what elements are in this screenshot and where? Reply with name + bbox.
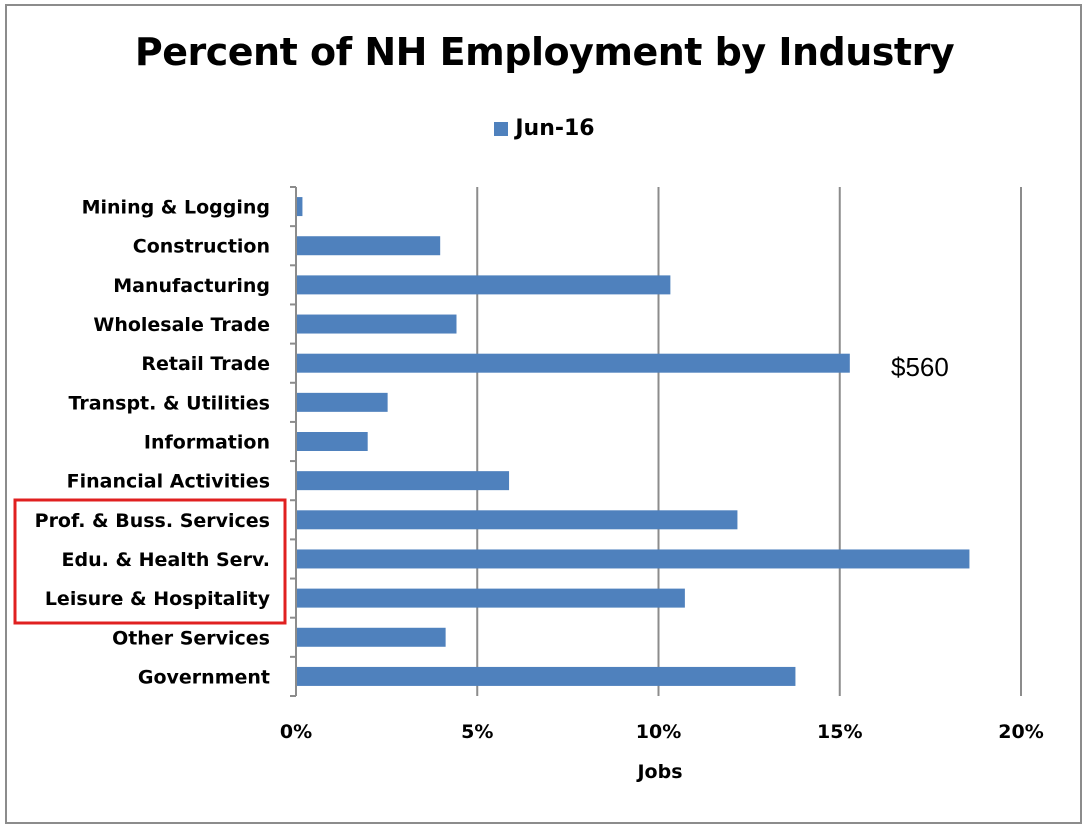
bar-leisure-hospitality [297, 588, 685, 608]
bar-construction [297, 236, 441, 256]
category-label: Manufacturing [113, 275, 270, 297]
x-tick-label: 5% [461, 721, 493, 743]
bars [297, 197, 970, 686]
x-tick-label: 10% [636, 721, 681, 743]
category-label: Transpt. & Utilities [69, 392, 270, 414]
legend-swatch [494, 121, 509, 136]
category-label: Edu. & Health Serv. [62, 549, 270, 571]
legend: Jun-16 [0, 116, 1089, 141]
category-label: Mining & Logging [82, 197, 270, 219]
category-label: Leisure & Hospitality [45, 588, 271, 610]
x-axis-title: Jobs [635, 761, 682, 783]
chart-frame [5, 4, 1082, 824]
bar-transpt-utilities [297, 392, 388, 412]
category-label: Government [138, 666, 270, 688]
bar-wholesale-trade [297, 314, 457, 334]
bar-edu-health-serv [297, 549, 970, 569]
legend-label: Jun-16 [515, 116, 595, 141]
bar-retail-trade [297, 353, 850, 373]
bar-mining-logging [297, 197, 303, 217]
category-label: Financial Activities [67, 471, 270, 493]
annotation-label: $560 [891, 352, 949, 382]
category-label: Information [144, 432, 270, 454]
x-tick-labels: 0% 5% 10% 15% 20% [280, 721, 1044, 743]
bar-government [297, 666, 796, 686]
category-label: Wholesale Trade [93, 314, 270, 336]
category-labels: Mining & Logging Construction Manufacturin… [35, 197, 271, 689]
highlight-box [13, 498, 287, 625]
y-axis [290, 186, 297, 697]
bar-information [297, 432, 368, 451]
x-tick-label: 0% [280, 721, 312, 743]
bar-manufacturing [297, 275, 671, 295]
chart-title: Percent of NH Employment by Industry [134, 30, 955, 74]
x-tick-label: 20% [998, 721, 1043, 743]
category-label: Retail Trade [141, 353, 270, 375]
gridlines [476, 187, 1022, 696]
category-label: Construction [133, 236, 270, 258]
x-tick-label: 15% [817, 721, 862, 743]
category-label: Prof. & Buss. Services [35, 510, 270, 532]
bar-prof-buss-services [297, 510, 738, 530]
category-label: Other Services [112, 627, 270, 649]
bar-financial-activities [297, 471, 510, 491]
bar-other-services [297, 627, 446, 647]
